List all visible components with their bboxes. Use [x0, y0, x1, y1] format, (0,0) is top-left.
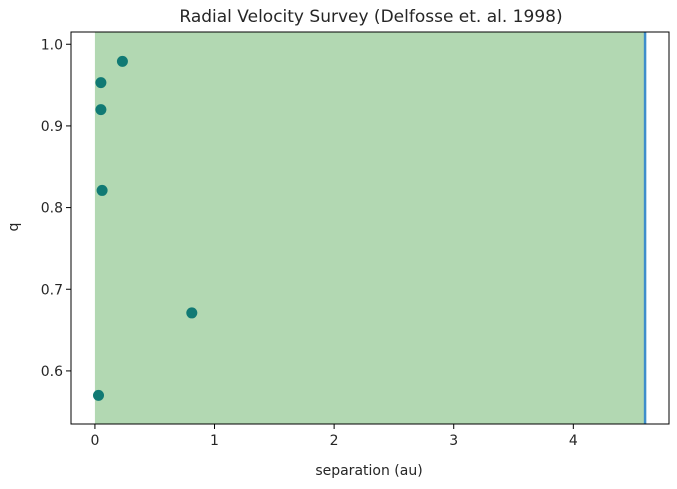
x-axis-label: separation (au) — [315, 463, 422, 479]
x-tick-label: 0 — [90, 433, 99, 449]
plot-area — [70, 31, 670, 425]
y-tick-label: 0.8 — [41, 201, 63, 217]
x-tick-label: 4 — [569, 433, 578, 449]
data-point — [93, 389, 105, 401]
data-point — [186, 307, 198, 319]
y-axis-label: q — [6, 223, 22, 232]
x-tick-label: 3 — [449, 433, 458, 449]
y-tick-label: 1.0 — [41, 37, 63, 53]
data-point — [95, 77, 107, 89]
y-tick-label: 0.7 — [41, 282, 63, 298]
x-axis: 0 1 2 3 4 — [90, 424, 578, 449]
x-tick-label: 2 — [330, 433, 339, 449]
y-axis: 0.6 0.7 0.8 0.9 1.0 — [41, 37, 71, 380]
data-point — [95, 104, 107, 116]
data-points — [93, 55, 198, 401]
chart-title: Radial Velocity Survey (Delfosse et. al.… — [179, 7, 562, 27]
plot-frame — [70, 31, 670, 425]
x-tick-label: 1 — [210, 433, 219, 449]
shaded-region — [94, 32, 646, 424]
y-tick-label: 0.9 — [41, 119, 63, 135]
data-point — [116, 55, 128, 67]
data-point — [96, 184, 108, 196]
y-tick-label: 0.6 — [41, 364, 63, 380]
